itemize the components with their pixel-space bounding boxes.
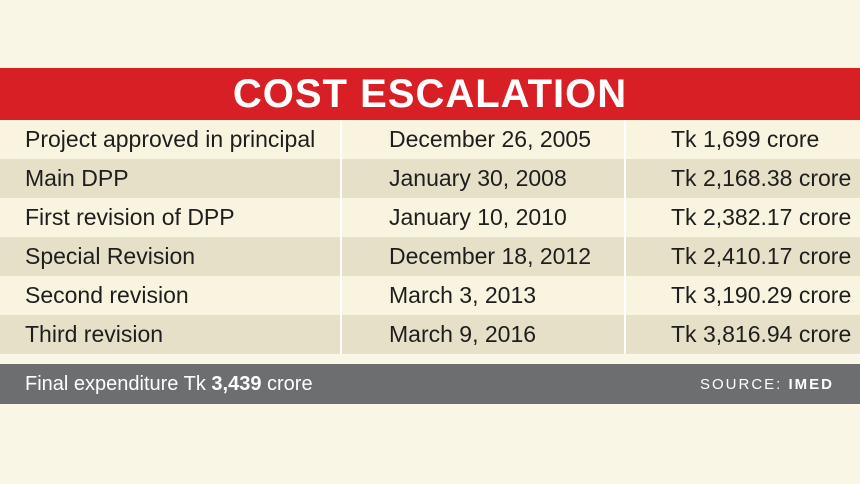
page-title: COST ESCALATION [0, 68, 860, 120]
table-row: Third revision March 9, 2016 Tk 3,816.94 c… [0, 315, 860, 354]
table-cell-stage: Special Revision [0, 237, 342, 276]
table-cell-cost: Tk 2,410.17 crore [671, 243, 852, 269]
table-cell-date: January 30, 2008 [342, 159, 626, 198]
table-row: Special Revision December 18, 2012 Tk 2,41… [0, 237, 860, 276]
table-cell-cost: Tk 1,699 crore [671, 126, 820, 152]
table-cell-date: January 10, 2010 [342, 198, 626, 237]
table-cell-stage: First revision of DPP [0, 198, 342, 237]
table-row: Second revision March 3, 2013 Tk 3,190.29 … [0, 276, 860, 315]
cost-table: Project approved in principal December 26… [0, 120, 860, 354]
table-cell-stage: Third revision [0, 315, 342, 354]
table-cell-date: December 26, 2005 [342, 120, 626, 159]
table-cell-stage: Main DPP [0, 159, 342, 198]
table-cell-date: March 9, 2016 [342, 315, 626, 354]
table-row: First revision of DPP January 10, 2010 Tk … [0, 198, 860, 237]
table-cell-stage: Project approved in principal [0, 120, 342, 159]
final-expenditure-amount: 3,439 [211, 372, 262, 395]
table-cell-stage: Second revision [0, 276, 342, 315]
source-name: IMED [788, 375, 834, 393]
final-expenditure-suffix: crore [261, 372, 313, 395]
table-cell-cost: Tk 2,168.38 crore [671, 165, 852, 191]
table-cell-date: December 18, 2012 [342, 237, 626, 276]
final-expenditure-prefix: Final expenditure Tk [25, 372, 212, 395]
table-cell-cost: Tk 2,382.17 crore [671, 204, 852, 230]
table-row: Project approved in principal December 26… [0, 120, 860, 159]
source-credit: SOURCE: IMED [700, 376, 834, 393]
source-label: SOURCE: [699, 375, 789, 393]
table-cell-date: March 3, 2013 [342, 276, 626, 315]
final-expenditure: Final expenditure Tk 3,439 crore [25, 373, 313, 396]
table-cell-cost: Tk 3,190.29 crore [671, 282, 852, 308]
footer-bar: Final expenditure Tk 3,439 crore SOURCE:… [0, 364, 860, 404]
table-row: Main DPP January 30, 2008 Tk 2,168.38 cror… [0, 159, 860, 198]
table-cell-cost: Tk 3,816.94 crore [671, 321, 852, 347]
